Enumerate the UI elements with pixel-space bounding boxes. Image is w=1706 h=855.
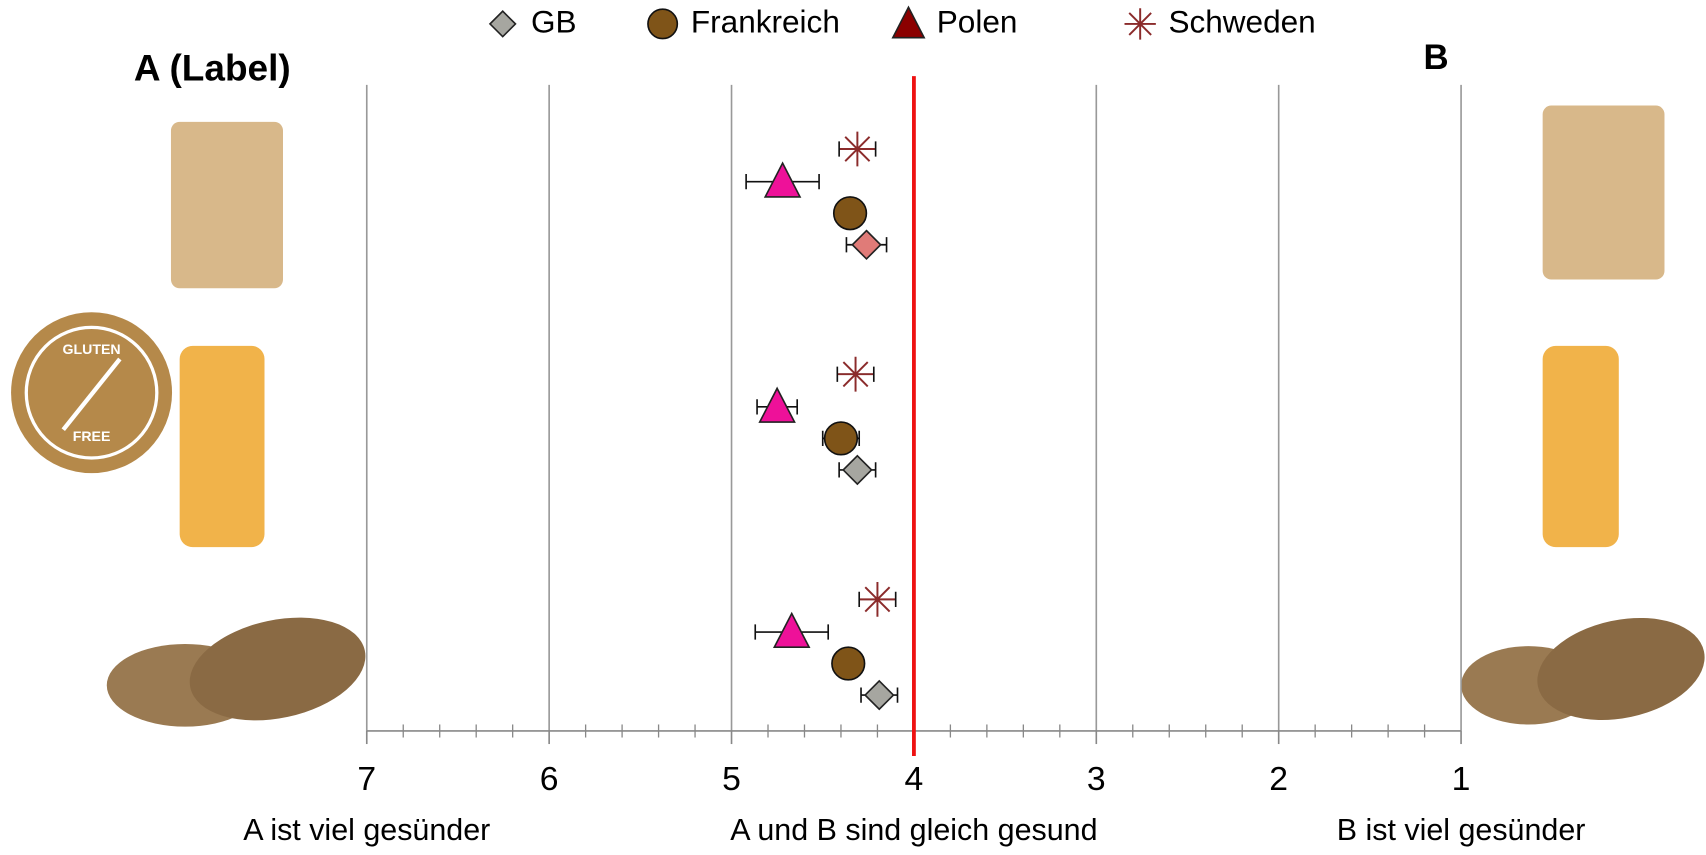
x-tick-label: 2 [1269, 760, 1288, 798]
asterisk-marker [860, 582, 895, 617]
page: {"chart_data": {"type": "dotplot", "left… [0, 0, 1706, 855]
legend-label: GB [531, 3, 577, 39]
pasta-bag [1543, 346, 1619, 547]
product-images [107, 106, 1706, 736]
x-tick-label: 5 [722, 760, 741, 798]
x-tick-label: 7 [357, 760, 376, 798]
diamond-marker [852, 231, 880, 259]
badge-top: GLUTEN [63, 341, 121, 357]
legend-label: Schweden [1168, 3, 1315, 39]
circle-marker [834, 197, 867, 230]
legend-label: Frankreich [691, 3, 840, 39]
triangle-marker [765, 163, 800, 197]
badge-bottom: FREE [73, 428, 111, 444]
asterisk-marker [1125, 8, 1156, 39]
asterisk-marker [840, 132, 875, 167]
circle-marker [825, 422, 858, 455]
circle-marker [648, 9, 677, 38]
x-tick-label: 4 [905, 760, 924, 798]
diamond-marker [865, 681, 893, 709]
triangle-marker [774, 614, 809, 648]
cookie-jar [1543, 106, 1665, 280]
diamond-marker [843, 456, 871, 484]
circle-marker [832, 647, 865, 680]
x-tick-label: 6 [540, 760, 559, 798]
gluten-badge: GLUTEN FREE [11, 312, 172, 473]
left-header: A (Label) [134, 47, 291, 88]
asterisk-marker [838, 357, 873, 392]
axis-annotation: B ist viel gesünder [1337, 813, 1586, 847]
triangle-marker [893, 7, 924, 37]
axis-annotation: A und B sind gleich gesund [730, 813, 1097, 847]
triangle-marker [760, 388, 795, 422]
diamond-marker [490, 11, 515, 36]
right-header: B [1423, 38, 1448, 77]
pasta-bag [180, 346, 265, 547]
cookie-jar [171, 122, 283, 288]
chart: A (Label) B GLUTEN FREE 7 6 5 4 3 2 1 A ist vie… [0, 0, 1706, 855]
axis-annotation: A ist viel gesünder [243, 813, 490, 847]
x-tick-label: 1 [1452, 760, 1471, 798]
legend-label: Polen [937, 3, 1018, 39]
x-tick-label: 3 [1087, 760, 1106, 798]
